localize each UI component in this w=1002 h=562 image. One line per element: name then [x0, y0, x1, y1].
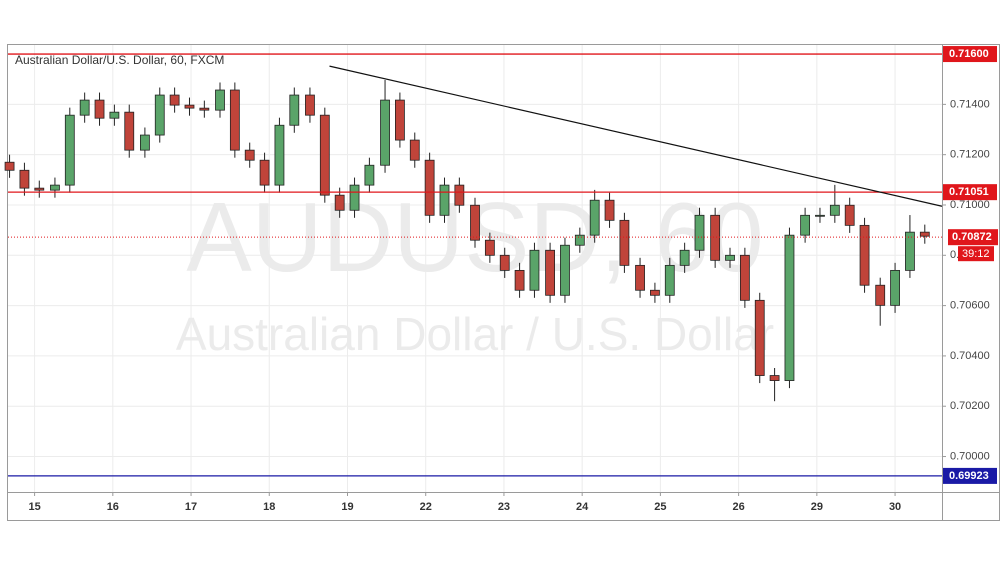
- x-tick-label: 15: [28, 501, 40, 513]
- candle-body: [454, 184, 465, 206]
- candle-body: [289, 94, 300, 126]
- candle-body: [829, 204, 840, 216]
- candle-body: [229, 89, 240, 151]
- y-tick-label: 0.70000: [950, 450, 990, 462]
- y-tick-label: 0.71000: [950, 199, 990, 211]
- candle-body: [34, 187, 45, 191]
- candle-body: [319, 114, 330, 196]
- candle-body: [4, 161, 15, 171]
- candle-body: [124, 111, 135, 151]
- candle-body: [800, 214, 811, 236]
- x-tick-label: 18: [263, 501, 275, 513]
- candle-body: [514, 269, 525, 291]
- candle-body: [470, 204, 480, 241]
- x-tick-label: 29: [811, 501, 823, 513]
- x-tick-label: 26: [732, 501, 744, 513]
- x-tick-label: 22: [420, 501, 432, 513]
- price-label: 0.71600: [949, 48, 989, 60]
- candle-body: [349, 184, 360, 211]
- candle-body: [619, 219, 630, 266]
- y-tick-label: 0.70600: [950, 300, 990, 312]
- y-tick-label: 0.71400: [950, 98, 990, 110]
- candle-body: [259, 159, 270, 186]
- candle-body: [19, 169, 30, 189]
- candle-body: [739, 254, 750, 301]
- y-tick-label: 0.70200: [950, 400, 990, 412]
- countdown: 39:12: [962, 248, 990, 260]
- x-tick-label: 17: [185, 501, 197, 513]
- chart-title: Australian Dollar/U.S. Dollar, 60, FXCM: [15, 53, 224, 67]
- candle-body: [784, 234, 795, 381]
- candle-body: [395, 99, 405, 141]
- candle-body: [679, 249, 690, 266]
- candle-body: [154, 94, 165, 136]
- candle-body: [919, 231, 930, 237]
- candle-body: [710, 214, 721, 261]
- countdown-box: [958, 246, 994, 262]
- candle-body: [184, 104, 195, 109]
- candle-body: [215, 89, 225, 111]
- x-tick-label: 30: [889, 501, 901, 513]
- price-label: 0.69923: [949, 470, 989, 482]
- price-label-box: [943, 467, 997, 484]
- candle-body: [754, 299, 765, 376]
- candle-body: [409, 139, 420, 161]
- watermark-subtitle: Australian Dollar / U.S. Dollar: [176, 308, 774, 360]
- candle-body: [844, 204, 855, 226]
- candle-body: [244, 149, 255, 161]
- candle-body: [424, 159, 435, 216]
- x-tick-label: 24: [576, 501, 589, 513]
- candle-body: [139, 134, 150, 151]
- candle-body: [94, 99, 105, 119]
- candle-body: [815, 214, 825, 217]
- price-label-box: [948, 229, 998, 246]
- candle-body: [635, 264, 645, 291]
- candle-body: [50, 184, 60, 191]
- candle-body: [529, 249, 540, 291]
- candle-body: [859, 224, 870, 286]
- candle-body: [79, 99, 90, 116]
- candle-body: [664, 264, 675, 296]
- candle-body: [109, 111, 120, 119]
- candle-body: [380, 99, 390, 166]
- price-label-box: [943, 184, 997, 201]
- candle-body: [890, 269, 900, 306]
- candle-body: [274, 124, 285, 186]
- trendline: [329, 65, 943, 207]
- candle-body: [875, 284, 886, 306]
- x-tick-label: 19: [341, 501, 353, 513]
- candle-body: [499, 254, 510, 271]
- x-tick-label: 25: [654, 501, 666, 513]
- candle-body: [305, 94, 315, 116]
- candle-body: [905, 231, 915, 271]
- candle-body: [334, 194, 345, 211]
- candle-body: [589, 199, 600, 236]
- candle-body: [694, 214, 705, 251]
- x-tick-label: 23: [498, 501, 510, 513]
- candle-body: [64, 114, 75, 186]
- candle-body: [560, 244, 570, 296]
- candle-body: [439, 184, 450, 216]
- price-label: 0.70872: [952, 231, 992, 243]
- candle-body: [725, 254, 735, 261]
- candle-body: [769, 375, 780, 381]
- candle-body: [574, 234, 585, 246]
- candle-body: [484, 239, 495, 256]
- candle-body: [199, 107, 210, 111]
- price-label-box: [943, 46, 997, 63]
- candle-body: [545, 249, 555, 296]
- y-tick-label: 0.71200: [950, 149, 990, 161]
- price-label: 0.71051: [949, 186, 989, 198]
- candle-body: [604, 199, 615, 221]
- candle-body: [169, 94, 180, 106]
- x-tick-label: 16: [107, 501, 119, 513]
- candle-body: [650, 289, 660, 296]
- frame: [7, 44, 1000, 521]
- candle-body: [364, 164, 375, 186]
- y-tick-label: 0.70400: [950, 350, 990, 362]
